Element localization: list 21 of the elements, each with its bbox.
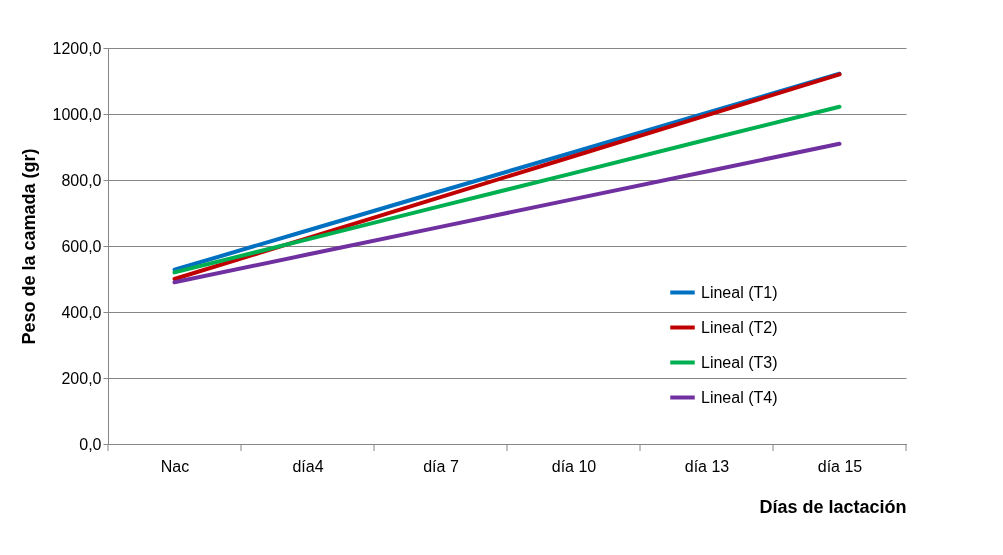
legend-label: Lineal (T2) <box>701 318 778 336</box>
x-axis-title: Días de lactación <box>759 496 907 517</box>
x-tick-label: día 10 <box>551 457 597 475</box>
x-tick-label: día4 <box>292 457 324 475</box>
x-tick-label: día 7 <box>423 457 459 475</box>
y-tick-label: 0,0 <box>79 435 102 453</box>
y-axis-title: Peso de la camada (gr) <box>18 148 39 345</box>
legend-label: Lineal (T1) <box>701 283 778 301</box>
legend-label: Lineal (T3) <box>701 353 778 371</box>
line-series <box>172 104 842 275</box>
y-tick-label: 400,0 <box>61 303 102 321</box>
y-tick-label: 600,0 <box>61 237 102 255</box>
legend-label: Lineal (T4) <box>701 388 778 406</box>
y-tick-label: 200,0 <box>61 369 102 387</box>
x-tick-label: día 15 <box>817 457 863 475</box>
x-tick-label: día 13 <box>684 457 730 475</box>
y-tick-label: 1200,0 <box>52 39 102 57</box>
y-tick-label: 1000,0 <box>52 105 102 123</box>
x-tick-label: Nac <box>160 457 190 475</box>
line-series <box>172 141 842 285</box>
y-tick-label: 800,0 <box>61 171 102 189</box>
